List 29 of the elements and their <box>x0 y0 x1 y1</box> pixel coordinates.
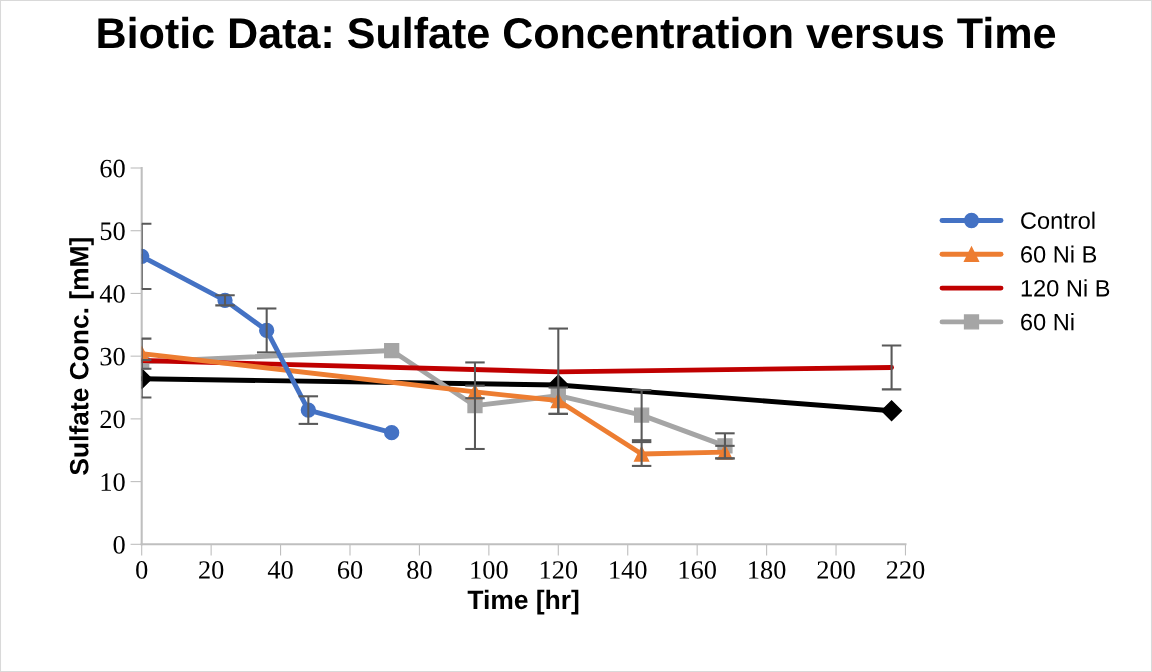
y-tick-label: 10 <box>101 473 125 492</box>
legend-label: 60 Ni <box>1021 313 1074 331</box>
chart-title: Biotic Data: Sulfate Concentration versus Time <box>98 16 1056 49</box>
x-tick-label: 100 <box>471 561 508 579</box>
y-axis-title: Sulfate Conc. [mM] <box>69 238 94 475</box>
x-tick-label: 180 <box>749 561 786 579</box>
x-tick-label: 60 <box>337 561 363 579</box>
x-tick-label: 0 <box>136 561 148 579</box>
x-tick-label: 140 <box>610 561 647 579</box>
x-tick-label: 120 <box>540 561 578 579</box>
y-tick-label: 40 <box>99 285 125 303</box>
x-tick-label: 80 <box>407 561 432 579</box>
point <box>384 425 400 441</box>
x-axis-title: Time [hr] <box>467 589 579 615</box>
x-tick-label: 160 <box>679 561 716 579</box>
y-tick-label: 60 <box>100 159 125 178</box>
legend-label: 120 Ni B <box>1021 279 1110 297</box>
y-tick-label: 50 <box>100 222 125 241</box>
x-tick-label: 220 <box>886 561 925 579</box>
legend-label: Control <box>1021 211 1095 229</box>
point <box>384 342 400 359</box>
y-tick-label: 20 <box>100 410 125 429</box>
y-tick-label: 30 <box>100 347 125 366</box>
x-tick-label: 40 <box>267 561 293 579</box>
point <box>881 400 903 422</box>
y-tick-label: 0 <box>113 535 125 554</box>
legend-label: 60 Ni B <box>1021 245 1097 263</box>
x-tick-label: 200 <box>817 561 855 579</box>
x-tick-label: 20 <box>199 561 224 579</box>
